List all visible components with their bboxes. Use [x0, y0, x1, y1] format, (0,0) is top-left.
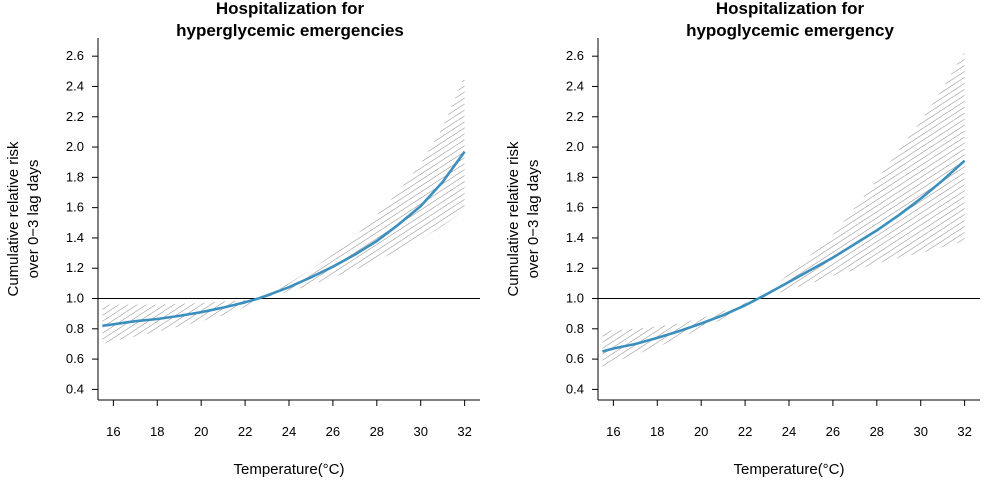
x-tick-label: 24 — [782, 424, 796, 439]
y-axis-label: over 0−3 lag days — [25, 160, 42, 279]
x-tick-label: 22 — [238, 424, 252, 439]
x-tick-label: 24 — [282, 424, 296, 439]
y-tick-label: 1.0 — [566, 291, 584, 306]
y-tick-label: 2.0 — [566, 139, 584, 154]
y-tick-label: 0.6 — [566, 351, 584, 366]
y-tick-label: 2.6 — [566, 48, 584, 63]
x-tick-label: 28 — [370, 424, 384, 439]
x-axis-label: Temperature(°C) — [233, 461, 344, 478]
chart-panel-hyperglycemic: Hospitalization for hyperglycemic emergen… — [5, 0, 480, 478]
x-tick-label: 18 — [650, 424, 664, 439]
y-tick-label: 2.4 — [66, 78, 84, 93]
y-tick-label: 1.4 — [566, 230, 584, 245]
y-tick-label: 1.6 — [566, 200, 584, 215]
y-tick-label: 2.2 — [566, 109, 584, 124]
x-tick-label: 16 — [106, 424, 120, 439]
x-tick-label: 26 — [326, 424, 340, 439]
y-tick-label: 1.6 — [66, 200, 84, 215]
y-tick-label: 2.4 — [566, 78, 584, 93]
chart-title-line: Hospitalization for — [216, 0, 365, 18]
x-axis-label: Temperature(°C) — [733, 461, 844, 478]
x-tick-label: 32 — [457, 424, 471, 439]
x-tick-label: 22 — [738, 424, 752, 439]
y-axis-label: Cumulative relative risk — [505, 141, 522, 297]
y-tick-label: 1.4 — [66, 230, 84, 245]
x-tick-label: 30 — [413, 424, 427, 439]
y-tick-label: 2.0 — [66, 139, 84, 154]
confidence-band — [102, 75, 465, 345]
y-tick-label: 2.2 — [66, 109, 84, 124]
x-tick-label: 28 — [870, 424, 884, 439]
x-tick-label: 32 — [957, 424, 971, 439]
y-tick-label: 0.8 — [566, 321, 584, 336]
relative-risk-line — [102, 150, 466, 328]
x-tick-label: 20 — [694, 424, 708, 439]
y-tick-label: 0.4 — [566, 381, 584, 396]
y-tick-label: 0.8 — [66, 321, 84, 336]
relative-risk-line — [602, 159, 966, 353]
y-tick-label: 1.0 — [66, 291, 84, 306]
chart-panel-hypoglycemic: Hospitalization for hypoglycemic emergenc… — [505, 0, 980, 478]
chart-title-line: hyperglycemic emergencies — [176, 21, 404, 40]
x-tick-label: 16 — [606, 424, 620, 439]
x-tick-label: 30 — [913, 424, 927, 439]
y-tick-label: 1.2 — [66, 260, 84, 275]
x-tick-label: 26 — [826, 424, 840, 439]
y-tick-label: 1.8 — [566, 169, 584, 184]
y-axis-label: Cumulative relative risk — [5, 141, 22, 297]
y-axis-label: over 0−3 lag days — [525, 160, 542, 279]
x-tick-label: 18 — [150, 424, 164, 439]
y-tick-label: 1.2 — [566, 260, 584, 275]
confidence-band — [602, 51, 965, 367]
y-tick-label: 2.6 — [66, 48, 84, 63]
chart-title-line: Hospitalization for — [716, 0, 865, 18]
chart-title-line: hypoglycemic emergency — [686, 21, 894, 40]
y-tick-label: 0.6 — [66, 351, 84, 366]
y-tick-label: 0.4 — [66, 381, 84, 396]
y-tick-label: 1.8 — [66, 169, 84, 184]
x-tick-label: 20 — [194, 424, 208, 439]
